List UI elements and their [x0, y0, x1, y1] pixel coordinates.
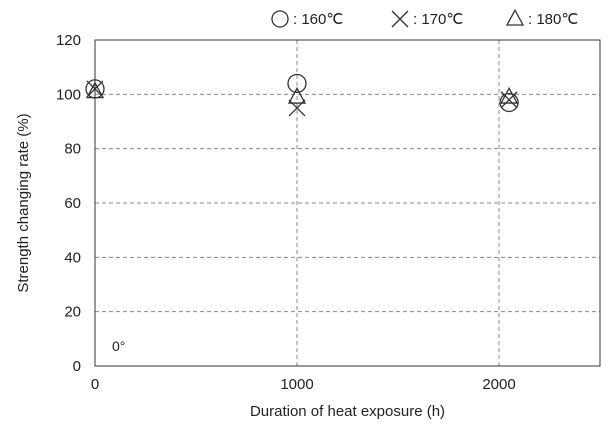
marker-triangle [287, 86, 307, 104]
y-axis-title: Strength changing rate (%) [15, 113, 32, 292]
marker-triangle [500, 86, 519, 104]
panel-annotation: 0° [112, 338, 125, 354]
y-tick-label: 80 [64, 141, 81, 158]
x-tick-label: 1000 [280, 376, 313, 393]
plot-frame [94, 39, 601, 367]
y-tick-label: 0 [73, 358, 81, 375]
y-tick-label: 20 [64, 304, 81, 321]
legend-label: : 160℃ [293, 11, 343, 28]
legend: : 160℃ : 170℃ : 180℃ [271, 8, 578, 28]
y-tick-label: 40 [64, 249, 81, 266]
x-axis-title: Duration of heat exposure (h) [250, 403, 445, 420]
grid-lines [95, 40, 600, 366]
marker-x [500, 91, 518, 109]
y-tick-label: 120 [56, 32, 81, 49]
y-tick-label: 100 [56, 86, 81, 103]
marker-circle [287, 73, 307, 94]
legend-label: : 180℃ [528, 11, 578, 28]
x-tick-label: 2000 [482, 376, 515, 393]
legend-marker-circle [271, 10, 289, 28]
marker-x-stroke [86, 80, 104, 98]
marker-triangle [85, 81, 105, 99]
legend-marker-x-stroke [391, 10, 409, 28]
marker-x-stroke [500, 91, 518, 109]
legend-marker-x [391, 10, 409, 28]
x-tick-label: 0 [91, 376, 99, 393]
y-tick-label: 60 [64, 195, 81, 212]
legend-marker-triangle [505, 8, 525, 26]
legend-label: : 170℃ [413, 11, 463, 28]
data-markers [85, 73, 519, 117]
marker-circle [499, 92, 519, 113]
marker-x [86, 80, 104, 98]
tick-labels: 0 20 40 60 80 100 120 0 1000 2000 [56, 32, 516, 393]
